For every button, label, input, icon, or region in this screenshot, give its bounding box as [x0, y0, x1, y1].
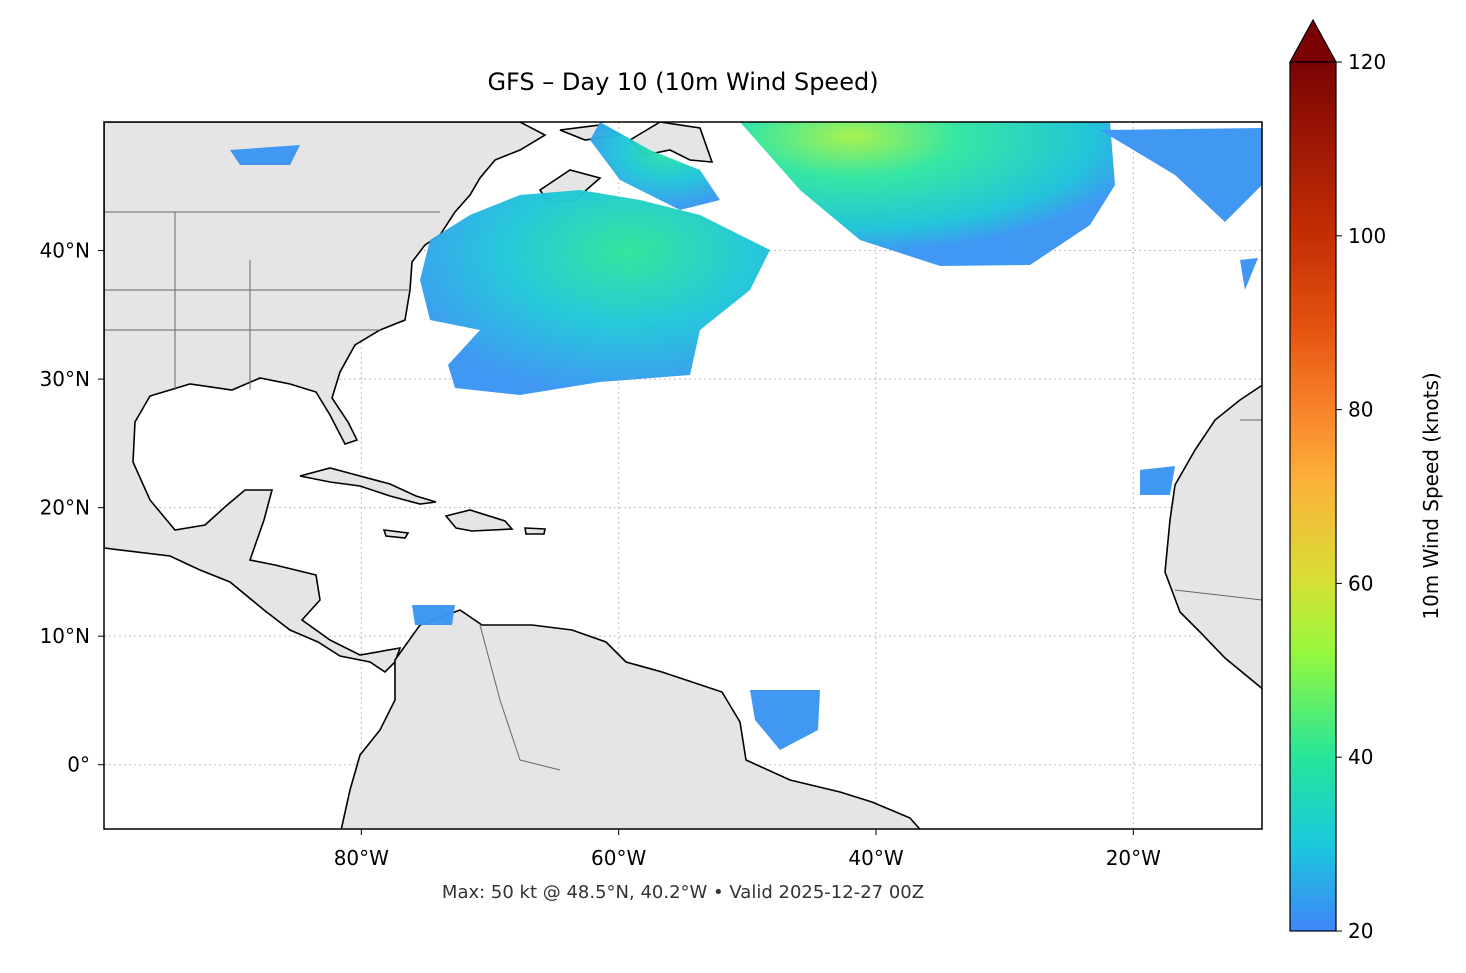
wind-area [420, 190, 770, 395]
wind-area [1140, 466, 1175, 495]
south-america [340, 609, 921, 829]
map [104, 122, 1262, 829]
colorbar-tick-label: 40 [1348, 745, 1373, 769]
x-tick-label: 60°W [591, 846, 646, 870]
y-tick-label: 30°N [40, 367, 90, 391]
border [1174, 589, 1262, 601]
colorbar-tick-label: 120 [1348, 50, 1386, 74]
colorbar-tick-label: 20 [1348, 919, 1373, 943]
jamaica [382, 529, 410, 539]
x-tick-label: 80°W [334, 846, 389, 870]
north-america [104, 122, 547, 674]
wind-area [750, 690, 820, 750]
border [479, 624, 561, 771]
wind-field [230, 122, 1262, 750]
wind-area [230, 145, 300, 165]
hispaniola [444, 509, 514, 532]
wind-area [412, 605, 455, 625]
wind-area [1240, 258, 1258, 290]
africa [1164, 384, 1262, 690]
colorbar-gradient [1289, 61, 1337, 932]
wind-area [1100, 128, 1262, 222]
colorbar-label: 10m Wind Speed (knots) [1419, 372, 1443, 619]
y-tick-label: 0° [67, 753, 90, 777]
wind-area [590, 122, 720, 210]
colorbar-tick-label: 60 [1348, 571, 1373, 595]
colorbar: 20 40 60 80 100 120 [1288, 18, 1386, 943]
map-frame [103, 121, 1263, 830]
cuba [299, 467, 437, 505]
footer-note: Max: 50 kt @ 48.5°N, 40.2°W • Valid 2025… [442, 882, 924, 903]
colorbar-tick-label: 80 [1348, 398, 1373, 422]
chart-title: GFS – Day 10 (10m Wind Speed) [487, 68, 878, 96]
colorbar-tick-label: 100 [1348, 224, 1386, 248]
y-tick-label: 20°N [40, 496, 90, 520]
colorbar-extend [1288, 18, 1338, 63]
y-tick-label: 10°N [40, 624, 90, 648]
wind-area [740, 122, 1115, 266]
puerto-rico [524, 527, 546, 535]
x-tick-label: 40°W [848, 846, 903, 870]
y-tick-label: 40°N [40, 239, 90, 263]
graticule [104, 122, 1262, 829]
x-tick-label: 20°W [1106, 846, 1161, 870]
borders [104, 211, 1262, 771]
